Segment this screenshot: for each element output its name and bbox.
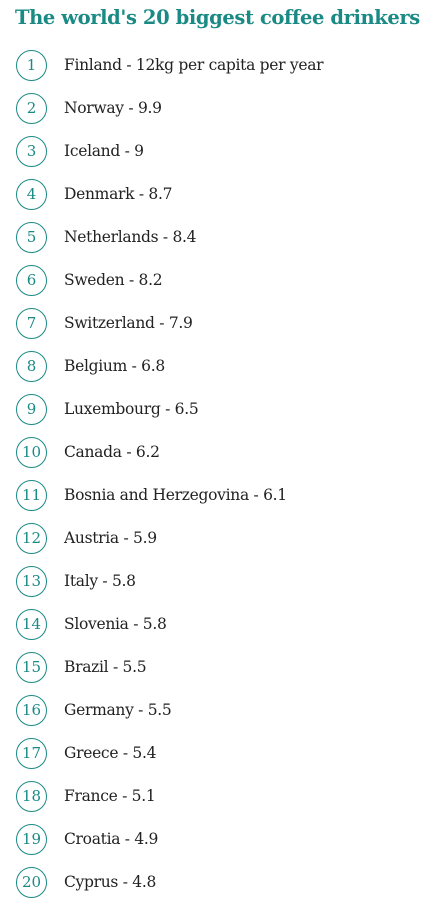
rank-badge: 20 bbox=[16, 866, 47, 898]
list-item: 9 Luxembourg - 6.5 bbox=[16, 392, 199, 426]
list-item: 14 Slovenia - 5.8 bbox=[16, 607, 167, 641]
rank-badge: 7 bbox=[16, 307, 47, 339]
item-label: Finland - 12kg per capita per year bbox=[64, 56, 324, 74]
rank-badge: 8 bbox=[16, 350, 47, 382]
item-label: Denmark - 8.7 bbox=[64, 185, 173, 203]
item-label: Greece - 5.4 bbox=[64, 744, 157, 762]
rank-badge: 13 bbox=[16, 565, 47, 597]
list-item: 5 Netherlands - 8.4 bbox=[16, 220, 197, 254]
item-label: Norway - 9.9 bbox=[64, 99, 162, 117]
list-item: 12 Austria - 5.9 bbox=[16, 521, 157, 555]
rank-badge: 12 bbox=[16, 522, 47, 554]
item-label: Switzerland - 7.9 bbox=[64, 314, 193, 332]
list-item: 20 Cyprus - 4.8 bbox=[16, 865, 156, 899]
list-item: 15 Brazil - 5.5 bbox=[16, 650, 147, 684]
item-label: Luxembourg - 6.5 bbox=[64, 400, 199, 418]
list-item: 2 Norway - 9.9 bbox=[16, 91, 162, 125]
list-item: 16 Germany - 5.5 bbox=[16, 693, 172, 727]
rank-badge: 14 bbox=[16, 608, 47, 640]
rank-badge: 1 bbox=[16, 49, 47, 81]
list-item: 13 Italy - 5.8 bbox=[16, 564, 136, 598]
item-label: Italy - 5.8 bbox=[64, 572, 136, 590]
item-label: Austria - 5.9 bbox=[64, 529, 157, 547]
list-item: 4 Denmark - 8.7 bbox=[16, 177, 172, 211]
item-label: Bosnia and Herzegovina - 6.1 bbox=[64, 486, 287, 504]
list-item: 3 Iceland - 9 bbox=[16, 134, 144, 168]
item-label: Netherlands - 8.4 bbox=[64, 228, 197, 246]
item-label: Croatia - 4.9 bbox=[64, 830, 159, 848]
item-label: Canada - 6.2 bbox=[64, 443, 160, 461]
rank-badge: 18 bbox=[16, 780, 47, 812]
item-label: Brazil - 5.5 bbox=[64, 658, 147, 676]
item-label: Slovenia - 5.8 bbox=[64, 615, 167, 633]
list-item: 18 France - 5.1 bbox=[16, 779, 156, 813]
item-label: Cyprus - 4.8 bbox=[64, 873, 157, 891]
list-item: 8 Belgium - 6.8 bbox=[16, 349, 165, 383]
list-item: 19 Croatia - 4.9 bbox=[16, 822, 158, 856]
rank-badge: 15 bbox=[16, 651, 47, 683]
list-item: 17 Greece - 5.4 bbox=[16, 736, 156, 770]
list-item: 10 Canada - 6.2 bbox=[16, 435, 160, 469]
rank-badge: 10 bbox=[16, 436, 47, 468]
list-item: 7 Switzerland - 7.9 bbox=[16, 306, 193, 340]
rank-badge: 6 bbox=[16, 264, 47, 296]
rank-badge: 5 bbox=[16, 221, 47, 253]
list-item: 1 Finland - 12kg per capita per year bbox=[16, 48, 324, 82]
rank-badge: 3 bbox=[16, 135, 47, 167]
page-title: The world's 20 biggest coffee drinkers bbox=[15, 6, 420, 29]
list-item: 6 Sweden - 8.2 bbox=[16, 263, 163, 297]
rank-badge: 11 bbox=[16, 479, 47, 511]
item-label: Sweden - 8.2 bbox=[64, 271, 163, 289]
rank-badge: 16 bbox=[16, 694, 47, 726]
rank-badge: 9 bbox=[16, 393, 47, 425]
rank-badge: 2 bbox=[16, 92, 47, 124]
rank-badge: 19 bbox=[16, 823, 47, 855]
item-label: Belgium - 6.8 bbox=[64, 357, 165, 375]
item-label: Iceland - 9 bbox=[64, 142, 144, 160]
item-label: Germany - 5.5 bbox=[64, 701, 172, 719]
list-item: 11 Bosnia and Herzegovina - 6.1 bbox=[16, 478, 287, 512]
rank-badge: 4 bbox=[16, 178, 47, 210]
rank-badge: 17 bbox=[16, 737, 47, 769]
item-label: France - 5.1 bbox=[64, 787, 156, 805]
